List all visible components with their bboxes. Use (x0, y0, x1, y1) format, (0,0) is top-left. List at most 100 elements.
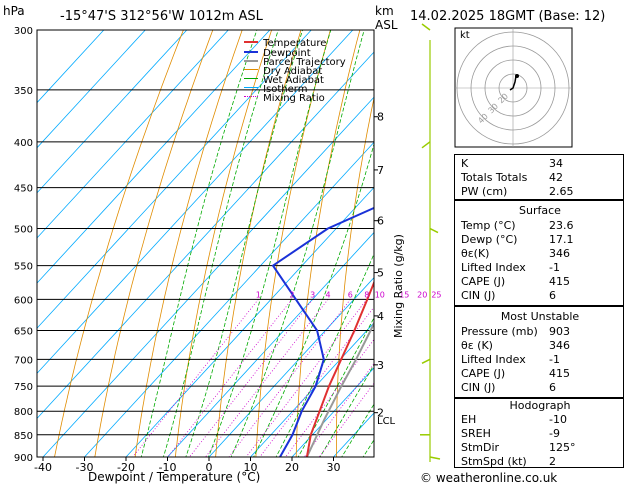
legend: Temperature Dewpoint Parcel Trajectory D… (244, 31, 346, 104)
mixing-ratio-label: 1 (256, 290, 261, 299)
legend-label: Temperature (263, 38, 327, 49)
legend-item-wet-adiabat: Wet Adiabat (244, 68, 346, 86)
surface-row: CIN (J) 6 (455, 289, 625, 303)
isotherm-line (37, 30, 312, 329)
mu-key: Lifted Index (461, 353, 526, 366)
wind-barb (421, 358, 431, 364)
surface-value: -1 (549, 261, 560, 274)
surface-key: θε(K) (461, 247, 490, 260)
mixing-ratio-label: 4 (325, 290, 330, 299)
legend-label: Dewpoint (263, 48, 311, 59)
wind-barb (429, 227, 439, 234)
pressure-tick-label: 750 (14, 382, 33, 393)
surface-value: 415 (549, 275, 570, 288)
km-tick-label: 2 (377, 407, 384, 420)
temp-tick-label: 20 (285, 461, 299, 474)
legend-swatch (244, 87, 258, 88)
pressure-tick-label: 850 (14, 431, 33, 442)
temp-tick-label: 30 (327, 461, 341, 474)
hodo-row: EH -10 (455, 413, 625, 427)
mixing-ratio-label: 10 (375, 290, 385, 299)
legend-swatch (244, 59, 258, 62)
wet-adiabat-line (253, 142, 374, 457)
most-unstable-box: Most Unstable Pressure (mb) 903 θε (K) 346… (454, 306, 624, 398)
mixing-ratio-label: 15 (399, 290, 409, 299)
surface-value: 346 (549, 247, 570, 260)
surface-row: Lifted Index -1 (455, 261, 625, 275)
isotherm-line (37, 30, 354, 374)
dry-adiabat-line (94, 30, 214, 457)
surface-row: CAPE (J) 415 (455, 275, 625, 289)
mu-row: θε (K) 346 (455, 339, 625, 353)
index-value: 34 (549, 157, 563, 170)
hodo-key: StmSpd (kt) (461, 455, 527, 468)
asl-unit-label: ASL (375, 18, 398, 32)
mu-row: Lifted Index -1 (455, 353, 625, 367)
surface-title: Surface (519, 204, 561, 217)
mixing-ratio-label: 2 (289, 290, 294, 299)
temp-tick-label: -30 (76, 461, 94, 474)
surface-key: Temp (°C) (461, 219, 516, 232)
surface-key: Dewp (°C) (461, 233, 518, 246)
wet-adiabat-line (275, 252, 374, 457)
wind-barb (421, 23, 431, 31)
surface-key: Lifted Index (461, 261, 526, 274)
lcl-label: LCL (377, 416, 396, 427)
hodo-value: -10 (549, 413, 567, 426)
surface-value: 6 (549, 289, 556, 302)
mu-value: 6 (549, 381, 556, 394)
km-unit-label: km (375, 4, 394, 18)
mu-row: CAPE (J) 415 (455, 367, 625, 381)
surface-row: Dewp (°C) 17.1 (455, 233, 625, 247)
mu-row: Pressure (mb) 903 (455, 325, 625, 339)
km-tick-label: 3 (377, 359, 384, 372)
index-key: PW (cm) (461, 185, 508, 198)
wind-barbs (420, 23, 441, 462)
legend-item-dewpoint: Dewpoint (244, 41, 346, 59)
mixing-ratio-line (259, 306, 374, 457)
wet-adiabat-line (185, 30, 303, 457)
pressure-tick-label: 300 (14, 26, 33, 37)
temp-tick-label: -10 (159, 461, 177, 474)
profile-dewpoint (271, 206, 374, 457)
hodo-value: 125° (549, 441, 576, 454)
location-label: -15°47'S 312°56'W 1012m ASL (60, 9, 263, 24)
temp-tick-label: 0 (206, 461, 213, 474)
legend-label: Mixing Ratio (263, 93, 325, 104)
surface-value: 23.6 (549, 219, 574, 232)
profile-temperature (305, 280, 374, 457)
index-key: Totals Totals (461, 171, 528, 184)
skewt-plot-area (37, 30, 448, 457)
pressure-tick-label: 400 (14, 138, 33, 149)
legend-swatch (244, 40, 258, 43)
hodo-value: 2 (549, 455, 556, 468)
legend-item-dry-adiabat: Dry Adiabat (244, 59, 346, 77)
wind-barb (421, 141, 431, 149)
surface-value: 17.1 (549, 233, 574, 246)
pressure-tick-label: 650 (14, 327, 33, 338)
km-tick-label: 7 (377, 164, 384, 177)
hodograph-storm-motion (515, 74, 519, 78)
index-row-k: K 34 (455, 157, 625, 171)
datetime-label: 14.02.2025 18GMT (Base: 12) (410, 9, 606, 24)
mu-row: CIN (J) 6 (455, 381, 625, 395)
surface-row: θε(K) 346 (455, 247, 625, 261)
temp-tick-label: -20 (117, 461, 135, 474)
km-tick-label: 5 (377, 267, 384, 280)
dry-adiabat-line (414, 30, 448, 457)
hodo-key: SREH (461, 427, 491, 440)
isotherm-line (37, 30, 271, 284)
legend-label: Isotherm (263, 84, 308, 95)
km-tick-label: 6 (377, 215, 384, 228)
isotherm-line (37, 30, 229, 239)
km-tick-label: 8 (377, 111, 384, 124)
wet-adiabat-line (207, 30, 332, 457)
mixing-ratio-label: 6 (348, 290, 353, 299)
legend-label: Parcel Trajectory (263, 57, 346, 68)
indices-box: K 34 Totals Totals 42 PW (cm) 2.65 (454, 154, 624, 200)
mu-value: 415 (549, 367, 570, 380)
mu-key: θε (K) (461, 339, 493, 352)
index-key: K (461, 157, 469, 170)
index-row-totals: Totals Totals 42 (455, 171, 625, 185)
